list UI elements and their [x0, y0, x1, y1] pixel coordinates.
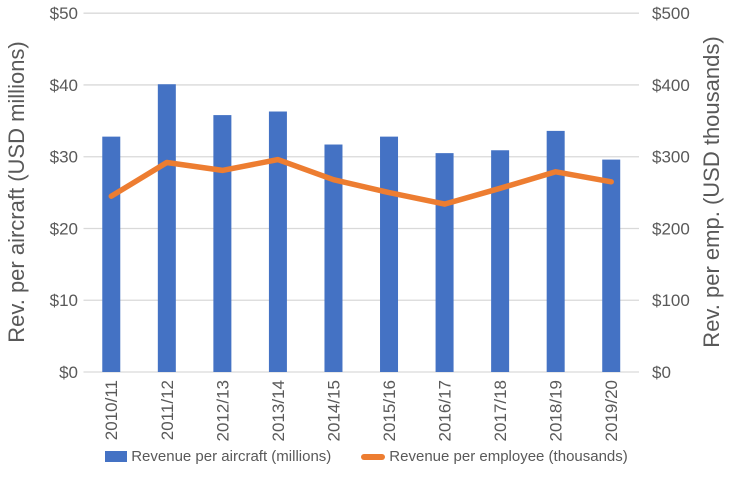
x-tick-label: 2011/12	[158, 380, 177, 440]
legend-item-bar-series: Revenue per aircraft (millions)	[105, 448, 331, 465]
right-tick-label: $0	[652, 363, 671, 382]
left-tick-label: $30	[50, 148, 78, 167]
bar-2015/16	[380, 136, 399, 372]
bar-2017/18	[491, 150, 510, 372]
gridlines	[83, 12, 639, 373]
left-axis-title: Rev. per aircraft (USD millions)	[4, 41, 29, 343]
bar-2014/15	[324, 144, 343, 372]
right-tick-label: $300	[652, 148, 690, 167]
right-axis-title: Rev. per emp. (USD thousands)	[699, 36, 724, 348]
x-tick-label: 2016/17	[436, 380, 455, 441]
line-series	[108, 156, 614, 207]
right-tick-label: $400	[652, 76, 690, 95]
x-tick-label: 2012/13	[213, 380, 232, 441]
left-tick-label: $40	[50, 76, 78, 95]
right-tick-label: $100	[652, 291, 690, 310]
right-axis-ticks: $0 $100 $200 $300 $400 $500	[652, 4, 690, 382]
x-tick-label: 2017/18	[491, 380, 510, 441]
line-series-swatch-icon	[361, 453, 386, 460]
bar-series-swatch-icon	[105, 451, 128, 462]
bar-2010/11	[102, 136, 121, 372]
left-tick-label: $10	[50, 291, 78, 310]
left-tick-label: $20	[50, 219, 78, 238]
x-tick-label: 2013/14	[269, 380, 288, 441]
x-tick-label: 2018/19	[547, 380, 566, 441]
bar-2018/19	[546, 130, 565, 372]
x-axis-labels: 2010/11 2011/12 2012/13 2013/14 2014/15 2015/…	[102, 380, 621, 441]
bar-2011/12	[157, 84, 176, 372]
x-tick-label: 2019/20	[602, 380, 621, 441]
bar-2013/14	[268, 111, 287, 372]
bar-2019/20	[602, 159, 621, 372]
bar-series	[102, 84, 621, 373]
left-axis-ticks: $0 $10 $20 $30 $40 $50	[50, 4, 78, 382]
x-tick-label: 2010/11	[102, 380, 121, 440]
legend-label-line-series: Revenue per employee (thousands)	[389, 448, 628, 465]
legend-item-line-series: Revenue per employee (thousands)	[361, 448, 628, 465]
left-tick-label: $50	[50, 4, 78, 23]
right-tick-label: $500	[652, 4, 690, 23]
legend: Revenue per aircraft (millions) Revenue …	[0, 448, 733, 465]
x-tick-label: 2014/15	[324, 380, 343, 441]
legend-label-bar-series: Revenue per aircraft (millions)	[131, 448, 332, 465]
x-tick-label: 2015/16	[380, 380, 399, 441]
bar-2016/17	[435, 153, 454, 372]
bar-2012/13	[213, 115, 232, 373]
left-tick-label: $0	[59, 363, 78, 382]
right-tick-label: $200	[652, 219, 690, 238]
